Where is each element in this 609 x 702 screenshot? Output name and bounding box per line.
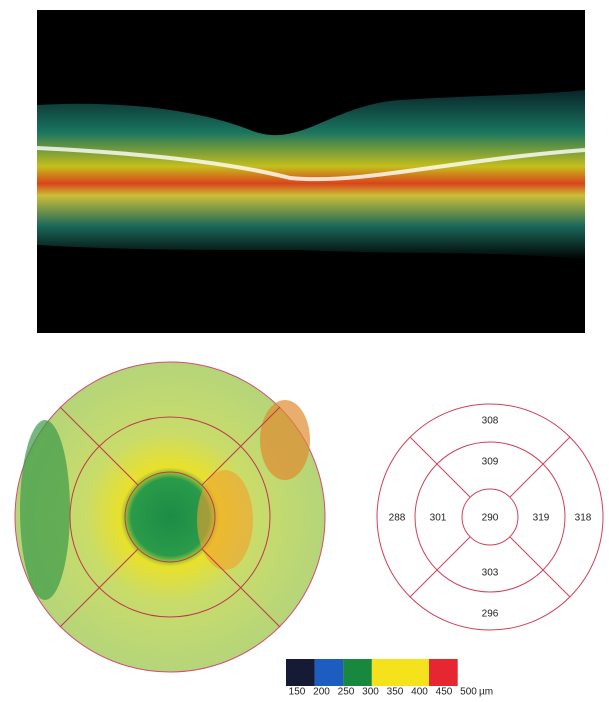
scale-tick-label: 300 [362, 687, 379, 697]
scale-tick-label: 150 [289, 687, 306, 697]
scale-tick-label: 450 [436, 687, 453, 697]
grid-value: 288 [389, 513, 406, 524]
grid-value: 308 [482, 416, 499, 427]
figure: 308 309 288 301 290 319 318 303 296 150 2… [0, 0, 609, 697]
grid-value: 296 [482, 609, 499, 620]
scale-tick-label: 350 [387, 687, 404, 697]
grid-value: 301 [430, 513, 447, 524]
thickness-map [15, 362, 325, 672]
grid-value: 303 [482, 568, 499, 579]
scale-segment [400, 659, 429, 686]
scale-segment [286, 659, 315, 686]
scale-segment [429, 659, 458, 686]
grid-value: 290 [482, 513, 499, 524]
scale-segment [343, 659, 372, 686]
scale-tick-label: 500 [460, 687, 477, 697]
scale-tick-label: 250 [338, 687, 355, 697]
grid-value: 319 [533, 513, 550, 524]
scale-tick-label: 400 [411, 687, 428, 697]
scale-segment [315, 659, 344, 686]
scale-unit: µm [479, 687, 493, 697]
scale-tick-label: 200 [313, 687, 330, 697]
scale-segment [372, 659, 401, 686]
oct-scan [37, 10, 585, 333]
grid-value: 318 [575, 513, 592, 524]
grid-value: 309 [482, 457, 499, 468]
